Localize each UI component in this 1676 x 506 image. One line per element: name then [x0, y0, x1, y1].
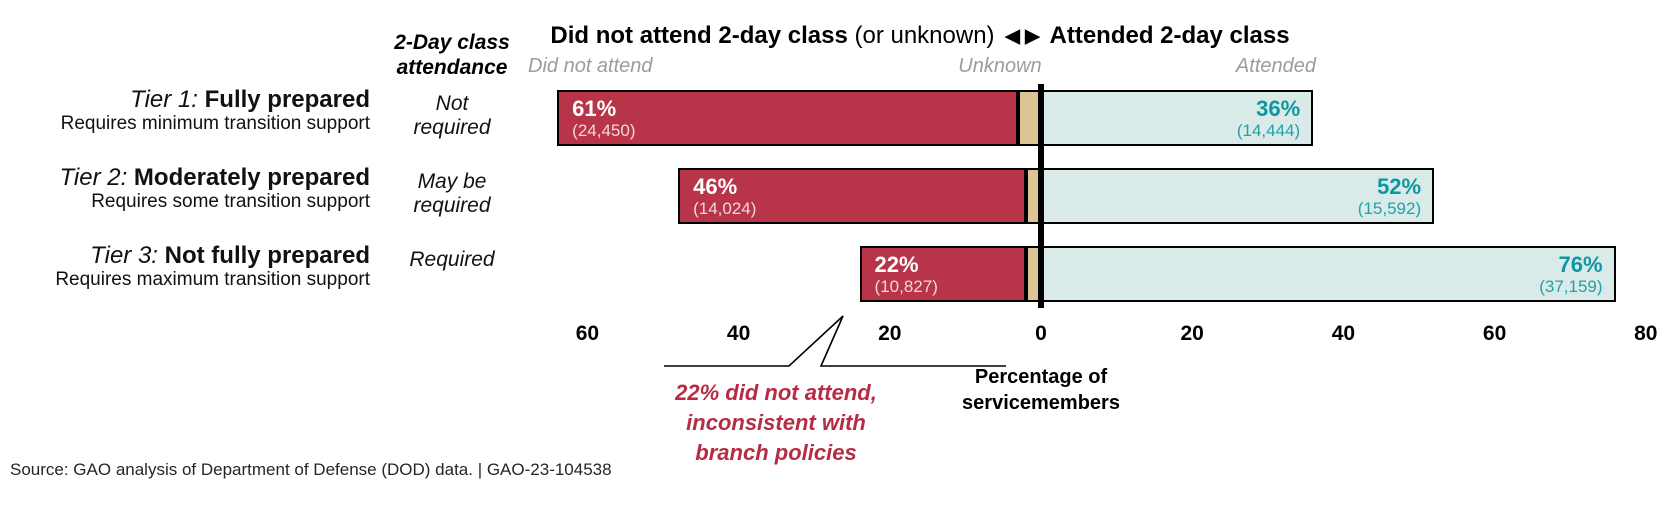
title-right: Attended 2-day class [1043, 22, 1290, 49]
attendance-column-header: 2-Day class attendance [352, 30, 552, 80]
attended-count-label: (14,444) [1236, 121, 1301, 140]
header-did-not-attend: Did not attend [528, 55, 653, 77]
tier-row-label: Tier 3: Not fully prepared Requires maxim… [0, 242, 370, 291]
did-not-attend-count-label: (14,024) [693, 199, 757, 218]
title-left-normal: (or unknown) [847, 22, 1002, 49]
attendance-header-line2: attendance [396, 56, 508, 79]
annotation-line3: branch policies [695, 440, 857, 465]
bar-attended: 76% (37,159) [1041, 246, 1616, 302]
did-not-attend-pct-label: 22% [874, 252, 919, 277]
bar-did-not-attend: 61% (24,450) [557, 90, 1019, 146]
bar-attended: 36% (14,444) [1041, 90, 1314, 146]
tier-name: Not fully prepared [164, 242, 370, 269]
attended-count-label: (37,159) [1539, 277, 1603, 296]
x-axis-label-line1: Percentage of [974, 366, 1108, 388]
bar-did-not-attend: 22% (10,827) [859, 246, 1026, 302]
annotation-text: 22% did not attend, inconsistent with br… [591, 378, 961, 468]
attendance-line: required [413, 116, 491, 139]
axis-tick: 20 [1180, 322, 1204, 345]
bar-attended: 52% (15,592) [1041, 168, 1435, 224]
tier-number: Tier 1: [130, 86, 205, 113]
bar-did-not-attend: 46% (14,024) [678, 168, 1026, 224]
tier-name: Fully prepared [204, 86, 370, 113]
tier-support-text: Requires minimum transition support [60, 113, 370, 134]
did-not-attend-count-label: (10,827) [874, 277, 938, 296]
tier-title: Tier 3: Not fully prepared [0, 242, 370, 269]
x-axis-label: Percentage of servicemembers [916, 364, 1166, 416]
did-not-attend-count-label: (24,450) [572, 121, 636, 140]
did-not-attend-pct-label: 61% [572, 96, 617, 121]
attended-pct-label: 52% [1377, 174, 1422, 199]
attendance-header-line1: 2-Day class [394, 31, 510, 54]
annotation-line2: inconsistent with [686, 410, 866, 435]
attendance-cell: Not required [372, 92, 532, 140]
tier-support-text: Requires some transition support [91, 191, 370, 212]
callout-pointer-line [664, 315, 1006, 367]
axis-tick: 60 [1482, 322, 1507, 345]
tier-title: Tier 1: Fully prepared [0, 86, 370, 113]
attended-count-label: (15,592) [1357, 199, 1422, 218]
axis-tick: 60 [575, 322, 600, 345]
attended-pct-label: 36% [1256, 96, 1301, 121]
tier-row-label: Tier 1: Fully prepared Requires minimum t… [0, 86, 370, 135]
tier-number: Tier 3: [90, 242, 165, 269]
header-attended: Attended [1235, 55, 1316, 77]
zero-axis-line [1038, 84, 1044, 308]
axis-tick: 40 [1331, 322, 1356, 345]
attendance-line: required [413, 194, 491, 217]
title-left: Did not attend 2-day class [550, 22, 848, 49]
attendance-line: May be [417, 170, 487, 193]
attendance-line: Required [409, 248, 495, 271]
tier-support-text: Requires maximum transition support [55, 269, 370, 290]
tier-name: Moderately prepared [133, 164, 370, 191]
did-not-attend-pct-label: 46% [693, 174, 738, 199]
tier-row-label: Tier 2: Moderately prepared Requires some… [0, 164, 370, 213]
attendance-line: Not [435, 92, 469, 115]
attendance-cell: Required [372, 248, 532, 272]
axis-tick: 80 [1634, 322, 1658, 345]
annotation-line1: 22% did not attend, [675, 380, 877, 405]
chart-title: Did not attend 2-day class (or unknown) … [500, 22, 1340, 50]
axis-tick: 40 [726, 322, 751, 345]
header-unknown: Unknown [958, 55, 1042, 77]
axis-tick: 20 [878, 322, 902, 345]
attendance-cell: May be required [372, 170, 532, 218]
source-note: Source: GAO analysis of Department of De… [10, 460, 612, 479]
tier-title: Tier 2: Moderately prepared [0, 164, 370, 191]
attended-pct-label: 76% [1558, 252, 1603, 277]
axis-tick: 0 [1035, 322, 1047, 345]
left-right-arrows-icon: ◀ ▶ [1005, 26, 1040, 47]
tier-number: Tier 2: [59, 164, 134, 191]
x-axis-label-line2: servicemembers [962, 392, 1120, 414]
